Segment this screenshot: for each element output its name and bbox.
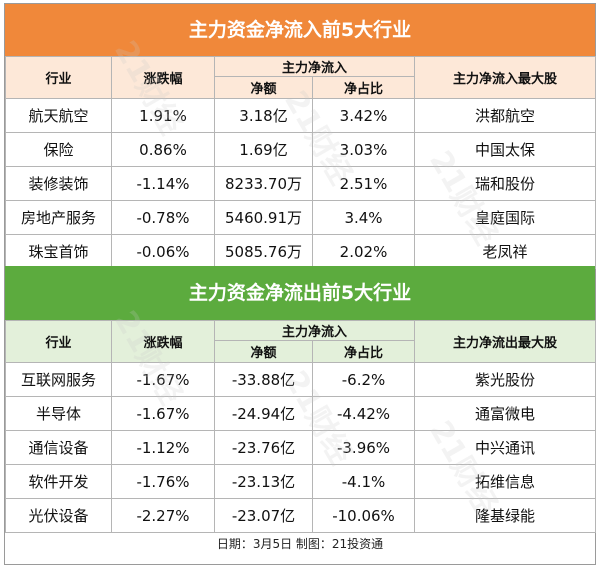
- table-row: 装修装饰 -1.14% 8233.70万 2.51% 瑞和股份: [5, 166, 597, 201]
- table-row: 通信设备 -1.12% -23.76亿 -3.96% 中兴通讯: [5, 430, 597, 465]
- header-ratio: 净占比: [311, 76, 416, 99]
- cell-change: -1.12%: [111, 430, 215, 465]
- table-row: 光伏设备 -2.27% -23.07亿 -10.06% 隆基绿能: [5, 498, 597, 533]
- table-row: 航天航空 1.91% 3.18亿 3.42% 洪都航空: [5, 98, 597, 133]
- cell-change: -2.27%: [111, 498, 215, 533]
- cell-amount: -23.13亿: [214, 464, 313, 499]
- header-industry: 行业: [5, 320, 112, 363]
- cell-top-stock: 隆基绿能: [414, 498, 597, 533]
- header-change: 涨跌幅: [111, 320, 215, 363]
- table-row: 软件开发 -1.76% -23.13亿 -4.1% 拓维信息: [5, 464, 597, 499]
- cell-amount: -24.94亿: [214, 396, 313, 431]
- inflow-title: 主力资金净流入前5大行业: [5, 4, 595, 56]
- inflow-table: 行业 涨跌幅 主力净流入 主力净流入最大股 净额 净占比 航天航空 1.91% …: [5, 56, 597, 269]
- cell-amount: 3.18亿: [214, 98, 313, 133]
- cell-change: -1.67%: [111, 396, 215, 431]
- header-change: 涨跌幅: [111, 56, 215, 99]
- cell-industry: 半导体: [5, 396, 112, 431]
- cell-industry: 保险: [5, 132, 112, 167]
- cell-industry: 互联网服务: [5, 362, 112, 397]
- header-net-flow-group: 主力净流入: [213, 56, 416, 77]
- header-net-flow-group: 主力净流入: [213, 320, 416, 341]
- table-row: 房地产服务 -0.78% 5460.91万 3.4% 皇庭国际: [5, 200, 597, 235]
- cell-industry: 光伏设备: [5, 498, 112, 533]
- table-row: 珠宝首饰 -0.06% 5085.76万 2.02% 老凤祥: [5, 234, 597, 269]
- cell-top-stock: 通富微电: [414, 396, 597, 431]
- outflow-title: 主力资金净流出前5大行业: [5, 266, 595, 320]
- cell-industry: 房地产服务: [5, 200, 112, 235]
- header-industry: 行业: [5, 56, 112, 99]
- cell-industry: 珠宝首饰: [5, 234, 112, 269]
- table-row: 互联网服务 -1.67% -33.88亿 -6.2% 紫光股份: [5, 362, 597, 397]
- footer-credit: 日期：3月5日 制图：21投资通: [216, 537, 384, 551]
- cell-change: -1.67%: [111, 362, 215, 397]
- cell-top-stock: 洪都航空: [414, 98, 597, 133]
- header-amount: 净额: [214, 76, 313, 99]
- cell-ratio: -3.96%: [311, 430, 416, 465]
- report-card: 主力资金净流入前5大行业 行业 涨跌幅 主力净流入 主力净流入最大股 净额 净占…: [4, 3, 597, 565]
- table-row: 半导体 -1.67% -24.94亿 -4.42% 通富微电: [5, 396, 597, 431]
- cell-ratio: 3.42%: [311, 98, 416, 133]
- cell-top-stock: 瑞和股份: [414, 166, 597, 201]
- cell-top-stock: 拓维信息: [414, 464, 597, 499]
- cell-industry: 软件开发: [5, 464, 112, 499]
- cell-ratio: -6.2%: [311, 362, 416, 397]
- outflow-table: 行业 涨跌幅 主力净流入 主力净流出最大股 净额 净占比 互联网服务 -1.67…: [5, 320, 597, 533]
- cell-ratio: -10.06%: [311, 498, 416, 533]
- cell-amount: 8233.70万: [214, 166, 313, 201]
- cell-ratio: 3.4%: [311, 200, 416, 235]
- cell-amount: 5460.91万: [214, 200, 313, 235]
- cell-ratio: 2.51%: [311, 166, 416, 201]
- cell-amount: 1.69亿: [214, 132, 313, 167]
- header-top-stock: 主力净流入最大股: [414, 56, 597, 99]
- cell-change: 0.86%: [111, 132, 215, 167]
- cell-top-stock: 皇庭国际: [414, 200, 597, 235]
- cell-change: -1.14%: [111, 166, 215, 201]
- cell-change: -0.06%: [111, 234, 215, 269]
- header-ratio: 净占比: [311, 340, 416, 363]
- cell-amount: 5085.76万: [214, 234, 313, 269]
- cell-ratio: -4.1%: [311, 464, 416, 499]
- cell-ratio: 2.02%: [311, 234, 416, 269]
- cell-industry: 航天航空: [5, 98, 112, 133]
- table-row: 保险 0.86% 1.69亿 3.03% 中国太保: [5, 132, 597, 167]
- cell-top-stock: 老凤祥: [414, 234, 597, 269]
- cell-change: -0.78%: [111, 200, 215, 235]
- cell-change: 1.91%: [111, 98, 215, 133]
- cell-industry: 通信设备: [5, 430, 112, 465]
- cell-amount: -33.88亿: [214, 362, 313, 397]
- cell-change: -1.76%: [111, 464, 215, 499]
- header-top-stock: 主力净流出最大股: [414, 320, 597, 363]
- cell-top-stock: 紫光股份: [414, 362, 597, 397]
- cell-industry: 装修装饰: [5, 166, 112, 201]
- cell-top-stock: 中兴通讯: [414, 430, 597, 465]
- cell-amount: -23.76亿: [214, 430, 313, 465]
- header-amount: 净额: [214, 340, 313, 363]
- cell-ratio: 3.03%: [311, 132, 416, 167]
- cell-top-stock: 中国太保: [414, 132, 597, 167]
- cell-ratio: -4.42%: [311, 396, 416, 431]
